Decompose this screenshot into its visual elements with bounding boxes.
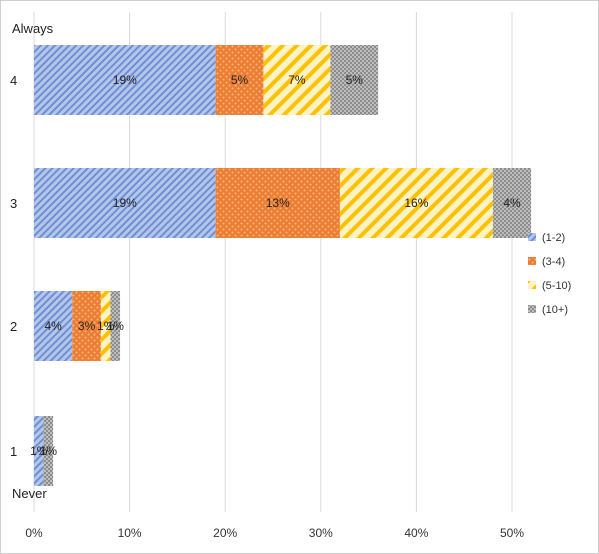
bar-segment [339,168,493,238]
data-label: 16% [404,196,428,210]
data-label: 5% [231,73,249,87]
data-label: 1% [97,319,115,333]
data-label: 19% [113,73,137,87]
legend-label: (3-4) [542,256,565,268]
legend-label: (10+) [542,304,568,316]
y-category-label: 2 [10,319,17,334]
legend-label: (5-10) [542,280,571,292]
bar-segment [72,291,101,361]
legend-label: (1-2) [542,232,565,244]
bar-segment [34,416,44,486]
x-tick-label: 20% [213,526,237,540]
data-label: 13% [266,196,290,210]
data-label: 4% [44,319,62,333]
bar-segment [492,168,532,238]
y-category-label: 1 [10,444,17,459]
x-tick-label: 10% [118,526,142,540]
bar-segment [100,291,111,361]
bar-segment [263,45,331,115]
x-tick-label: 0% [25,526,43,540]
bar-segment [110,291,121,361]
legend-swatch [528,305,536,313]
x-tick-label: 30% [309,526,333,540]
bar-segment [215,168,340,238]
bottom-annotation: Never [12,486,47,501]
legend-swatch [528,257,536,265]
legend-swatch [528,281,536,289]
bar-segment [34,168,216,238]
bar-segment [43,416,54,486]
y-category-label: 4 [10,73,17,88]
bar-segment [34,45,216,115]
legend-swatch [528,233,536,241]
y-category-label: 3 [10,196,17,211]
x-tick-label: 40% [404,526,428,540]
data-label: 7% [288,73,306,87]
data-label: 3% [78,319,96,333]
bar-segment [215,45,264,115]
data-label: 5% [346,73,364,87]
data-label: 1% [30,444,48,458]
bar-segment [330,45,379,115]
data-label: 1% [40,444,58,458]
x-tick-label: 50% [500,526,524,540]
bar-segment [34,291,73,361]
data-label: 1% [107,319,125,333]
data-label: 4% [503,196,521,210]
top-annotation: Always [12,21,54,36]
data-label: 19% [113,196,137,210]
